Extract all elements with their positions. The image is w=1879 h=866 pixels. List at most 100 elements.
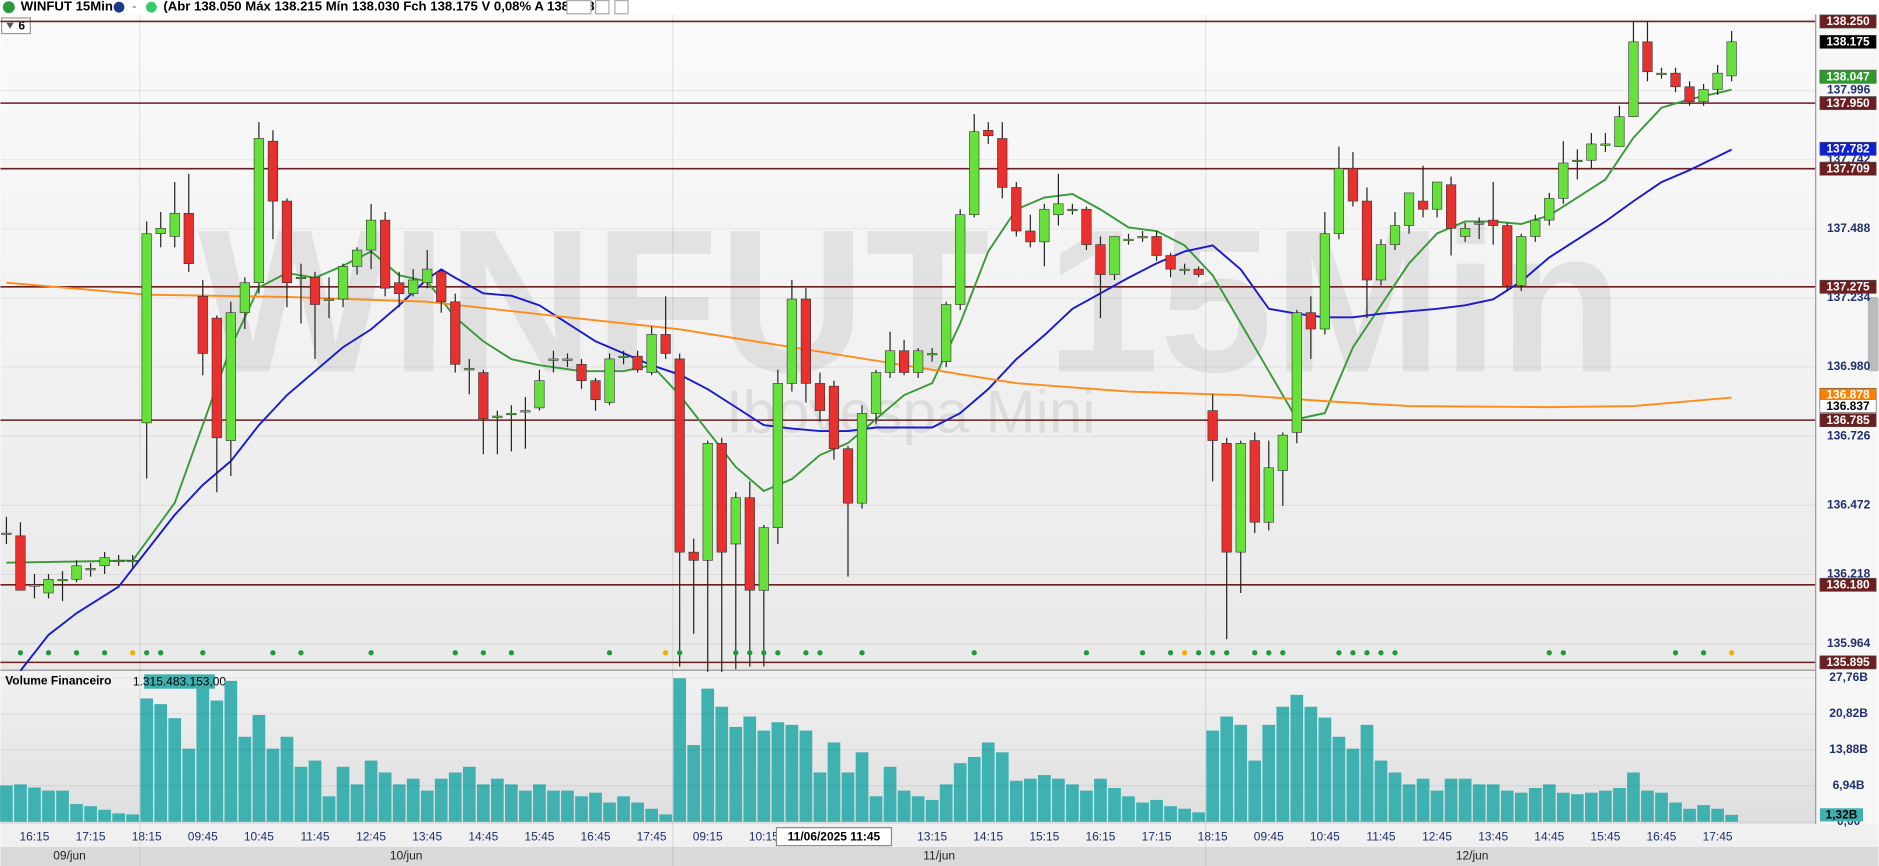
volume-bar [1248, 760, 1262, 822]
volume-bar [1613, 788, 1626, 822]
volume-title: Volume Financeiro [5, 674, 111, 688]
candle-body [43, 579, 54, 594]
volume-bar [561, 790, 574, 822]
candle-body [394, 282, 405, 294]
candle-body [927, 353, 938, 356]
signal-dot [1672, 650, 1679, 656]
signal-dot [971, 650, 977, 656]
candle-body [744, 497, 755, 591]
price-label: 138.047 [1826, 69, 1870, 83]
volume-bar [112, 813, 125, 822]
tool-button[interactable] [614, 0, 629, 15]
y-tick-label: 137.488 [1827, 221, 1871, 235]
candle-body [225, 312, 236, 441]
signal-dot [200, 650, 206, 656]
signal-dot [1560, 650, 1566, 656]
volume-bar [266, 748, 280, 822]
signal-dot [1280, 650, 1286, 656]
volume-bar [84, 806, 97, 822]
candle-body [1628, 41, 1639, 118]
volume-bar [294, 766, 308, 822]
x-tick-label: 18:15 [132, 829, 162, 843]
volume-bar [196, 688, 210, 822]
candle-body [1516, 236, 1527, 286]
candle-body [828, 385, 840, 450]
candle-body [1179, 268, 1190, 271]
volume-bar [1430, 790, 1444, 822]
volume-bar [939, 784, 953, 822]
signal-dot [1378, 650, 1384, 656]
candle-body [941, 304, 952, 362]
tool-button[interactable] [595, 0, 610, 15]
volume-bar [1697, 805, 1710, 822]
candle-body [337, 266, 349, 300]
signal-dot [733, 650, 739, 656]
x-tick-label: 13:45 [1478, 829, 1508, 843]
volume-bar [154, 704, 168, 822]
ohlc: (Abr 138.050 Máx 138.215 Mín 138.030 Fch… [163, 0, 599, 14]
candle-body [1670, 72, 1681, 88]
date-label: 12/jun [1456, 849, 1489, 863]
watermark-subtitle: Ibovespa Mini [726, 379, 1095, 446]
volume-bar [1388, 772, 1402, 822]
candle-body [1249, 440, 1260, 523]
candle-body [1375, 244, 1387, 281]
candle-body [1642, 41, 1653, 73]
signal-dot [144, 650, 150, 656]
candle-body [1656, 72, 1667, 75]
candle-body [576, 364, 587, 381]
volume-bar [617, 796, 630, 822]
candle-body [422, 268, 433, 284]
candle-body [211, 317, 222, 439]
volume-bar [1052, 778, 1065, 822]
signal-dot [1364, 650, 1370, 656]
price-label: 138.175 [1826, 35, 1870, 49]
candle-body [1109, 236, 1120, 275]
candle-body [814, 383, 826, 411]
y-tick-label: 136.726 [1827, 428, 1871, 442]
volume-bar [1374, 760, 1388, 822]
signal-dot [1266, 650, 1272, 656]
volume-bar [911, 796, 925, 822]
volume-bar [168, 718, 182, 822]
volume-bar [883, 766, 897, 822]
volume-bar [687, 745, 701, 822]
signal-dot [480, 650, 486, 656]
candle-body [562, 358, 573, 361]
candle-body [1067, 208, 1078, 211]
volume-bar [98, 809, 111, 822]
scroll-handle[interactable] [1867, 297, 1879, 372]
x-tick-label: 11:45 [1366, 829, 1395, 843]
volume-bar [210, 700, 224, 822]
price-label: 137.709 [1826, 161, 1870, 175]
volume-bar [1080, 790, 1093, 822]
signal-dot [298, 650, 304, 656]
volume-bar [1360, 724, 1374, 822]
volume-bar [1038, 775, 1051, 822]
price-label: 137.782 [1826, 142, 1870, 156]
volume-bar [406, 778, 420, 822]
candle-body [169, 213, 180, 237]
volume-current: 1.315.483.153,00 [133, 674, 227, 688]
candle-body [57, 579, 68, 582]
volume-bar [140, 698, 154, 822]
candle-body [127, 560, 138, 563]
price-label-box [1819, 34, 1877, 49]
volume-bar [1683, 808, 1696, 822]
candle-body [1081, 208, 1092, 245]
volume-bar [533, 784, 546, 822]
candle-body [323, 298, 335, 301]
y-tick-label: 136.472 [1827, 497, 1871, 511]
x-tick-label: 16:45 [1647, 829, 1677, 843]
badge[interactable] [1, 17, 31, 35]
volume-bar [1585, 792, 1598, 822]
volume-bar [771, 722, 785, 822]
x-tick-label: 10:15 [749, 829, 779, 843]
date-label: 11/jun [923, 849, 955, 863]
signal-dot [158, 650, 164, 656]
tool-button[interactable] [566, 0, 592, 15]
volume-bar [1416, 778, 1430, 822]
volume-bar [70, 804, 83, 822]
candle-body [281, 200, 293, 284]
volume-bar [519, 790, 532, 822]
